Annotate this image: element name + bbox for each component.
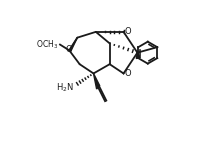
- Text: O: O: [124, 27, 131, 36]
- Text: O: O: [124, 69, 131, 78]
- Polygon shape: [136, 53, 140, 58]
- Polygon shape: [70, 38, 77, 52]
- Text: OCH$_3$: OCH$_3$: [36, 38, 58, 51]
- Text: H$_2$N: H$_2$N: [56, 81, 74, 94]
- Polygon shape: [94, 74, 100, 89]
- Text: O: O: [65, 45, 72, 54]
